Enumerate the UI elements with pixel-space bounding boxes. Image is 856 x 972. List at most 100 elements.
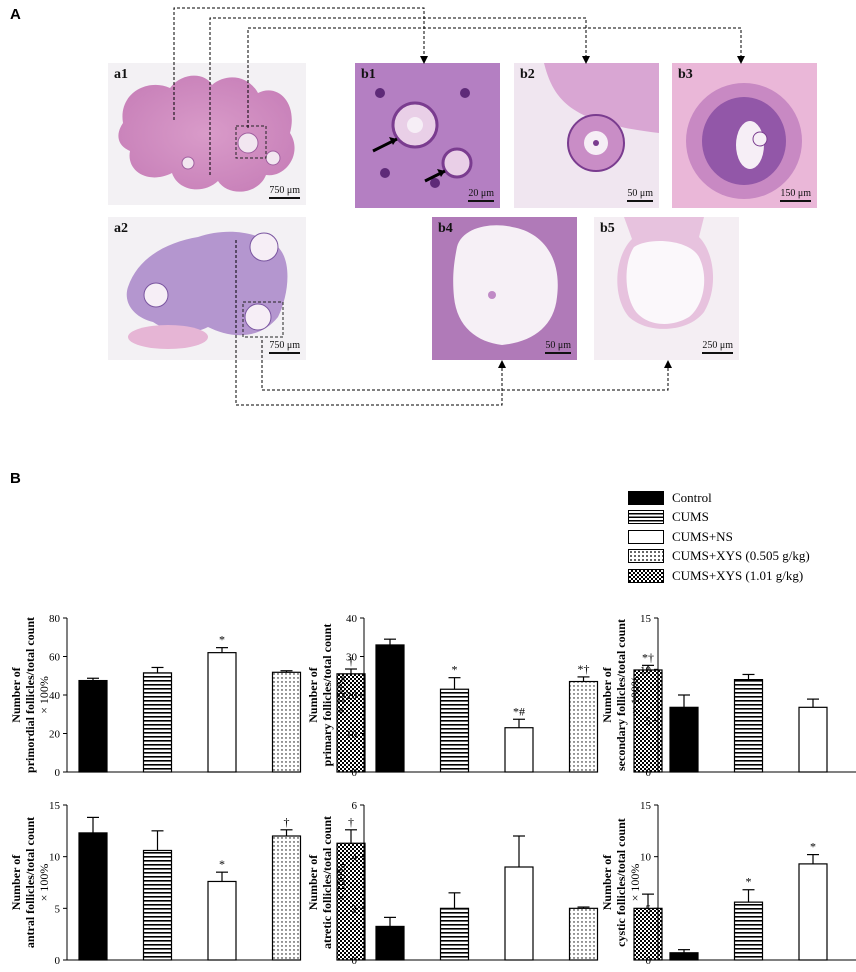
y-axis-label: antral follicles/total count: [23, 817, 37, 948]
bar: [568, 680, 599, 773]
significance-marker: *†: [578, 662, 590, 676]
micrograph-tag: b1: [361, 67, 376, 82]
y-axis-label: × 100%: [628, 864, 642, 902]
significance-marker: *: [219, 633, 225, 647]
y-axis-label: Number of: [9, 666, 23, 722]
legend-label: CUMS: [672, 509, 709, 525]
bar: [439, 907, 470, 961]
y-axis-label: × 100%: [334, 864, 348, 902]
micrograph-tag: a1: [114, 67, 128, 82]
y-axis-label: Number of: [306, 854, 320, 910]
significance-marker: *#: [513, 704, 525, 718]
y-axis-label: atretic follicles/total count: [320, 816, 334, 949]
legend-item-cums-ns: CUMS+NS: [628, 527, 856, 547]
micrograph-b1: b1 20 μm: [355, 63, 500, 208]
ovary-section-a1-image: [118, 75, 295, 192]
y-tick-label: 4: [352, 852, 358, 864]
y-tick-label: 40: [49, 690, 61, 702]
y-tick-label: 5: [646, 716, 652, 728]
y-axis-label: × 100%: [628, 676, 642, 714]
y-tick-label: 10: [640, 664, 652, 676]
y-tick-label: 10: [49, 852, 61, 864]
micrograph-b3: b3 150 μm: [672, 63, 817, 208]
antral-follicle-b4-image: [432, 217, 577, 360]
y-tick-label: 60: [49, 652, 61, 664]
bar: [207, 880, 237, 961]
panel-label-b: B: [10, 470, 21, 487]
y-tick-label: 0: [55, 955, 61, 967]
micrograph-tag: b3: [678, 67, 693, 82]
significance-marker: *: [219, 857, 225, 871]
y-tick-label: 80: [49, 613, 61, 625]
y-tick-label: 40: [346, 613, 358, 625]
bar: [78, 679, 108, 773]
y-axis-label: primordial follicles/total count: [23, 617, 37, 773]
bar: [78, 832, 108, 961]
y-axis-label: secondary follicles/total count: [614, 619, 628, 771]
y-tick-label: 10: [640, 852, 652, 864]
legend-swatch: [628, 510, 664, 525]
y-tick-label: 0: [646, 955, 652, 967]
scale-bar: 50 μm: [545, 340, 571, 354]
legend-swatch: [628, 529, 664, 544]
micrograph-a2: a2 750 μm: [108, 217, 306, 360]
y-axis-label: × 100%: [37, 676, 51, 714]
y-tick-label: 10: [346, 729, 358, 741]
scale-bar: 150 μm: [780, 188, 811, 202]
legend-label: Control: [672, 489, 712, 505]
y-tick-label: 6: [352, 800, 358, 812]
y-axis-label: × 100%: [334, 676, 348, 714]
bar: [504, 727, 534, 773]
y-axis-label: primary follicles/total count: [320, 624, 334, 767]
legend-swatch: [628, 490, 664, 505]
legend-swatch: [628, 549, 664, 564]
bar: [375, 644, 405, 773]
y-tick-label: 20: [49, 729, 61, 741]
y-axis-label: Number of: [600, 666, 614, 722]
micrograph-a1: a1 750 μm: [108, 63, 306, 205]
bar: [142, 849, 173, 961]
bar: [336, 842, 366, 961]
y-tick-label: 15: [49, 800, 61, 812]
y-tick-label: 5: [55, 903, 61, 915]
y-axis-label: cystic follicles/total count: [614, 818, 628, 947]
ovary-section-a2-image: [126, 231, 288, 349]
panel-label-a: A: [10, 6, 21, 23]
bar: [733, 901, 764, 961]
bar: [568, 907, 599, 961]
scale-bar: 750 μm: [269, 185, 300, 199]
micrograph-tag: b4: [438, 221, 453, 236]
cystic-follicle-b5-image: [617, 217, 714, 329]
bar: [207, 652, 237, 773]
bar: [669, 952, 699, 961]
significance-marker: *: [746, 875, 752, 889]
micrograph-tag: b2: [520, 67, 535, 82]
legend-item-cums: CUMS: [628, 508, 856, 528]
legend-item-control: Control: [628, 488, 856, 508]
bar: [439, 688, 470, 773]
y-tick-label: 0: [352, 955, 358, 967]
connector-arrows: [173, 7, 745, 406]
micrograph-tag: b5: [600, 221, 615, 236]
micrograph-b5: b5 250 μm: [594, 217, 739, 360]
y-tick-label: 5: [646, 903, 652, 915]
bar: [669, 706, 699, 773]
y-axis-label: Number of: [9, 854, 23, 910]
y-tick-label: 15: [640, 800, 652, 812]
bar: [798, 706, 828, 773]
bar: [733, 678, 764, 773]
bar: [142, 672, 173, 773]
bar: [271, 835, 302, 961]
y-tick-label: 0: [55, 767, 61, 779]
y-tick-label: 0: [646, 767, 652, 779]
primordial-follicle-b1-image: [372, 88, 473, 188]
chart-legend: Control CUMS CUMS+NS CUMS+XYS (0.505 g/k…: [628, 488, 856, 586]
primary-follicle-b2-image: [544, 63, 659, 172]
significance-marker: *: [452, 663, 458, 677]
bar: [375, 925, 405, 961]
legend-item-xys-low: CUMS+XYS (0.505 g/kg): [628, 547, 856, 567]
legend-label: CUMS+NS: [672, 528, 733, 544]
significance-marker: †: [348, 654, 354, 668]
y-axis-label: × 100%: [37, 864, 51, 902]
